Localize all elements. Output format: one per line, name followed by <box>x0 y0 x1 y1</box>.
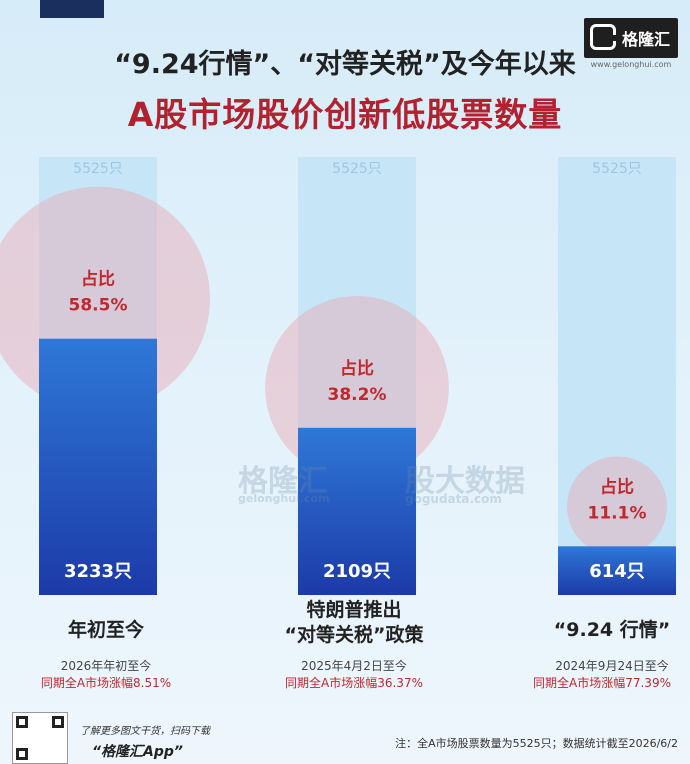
top-accent-bar <box>40 0 104 18</box>
total-label-3: 5525只 <box>592 161 642 177</box>
chart-title-line1: “9.24行情”、“对等关税”及今年以来 <box>114 49 576 80</box>
gain-label-1: 同期全A市场涨幅8.51% <box>40 676 172 690</box>
watermark-brand-url: gelonghui.com <box>238 492 330 505</box>
bar-3 <box>558 546 676 595</box>
category-label-3: “9.24 行情” <box>553 619 671 641</box>
data-note: 注：全A市场股票数量为5525只；数据统计截至2026/6/2 <box>395 737 678 750</box>
share-value-1: 58.5% <box>69 296 128 316</box>
watermark-data-brand: 股大数据 <box>405 464 525 499</box>
brand-logo: 格隆汇 <box>584 18 678 58</box>
share-value-2: 38.2% <box>328 385 387 405</box>
logo-text: 格隆汇 <box>622 30 671 49</box>
bar-2 <box>298 427 416 595</box>
value-label-2: 2109只 <box>323 561 391 582</box>
promo-app-name: “格隆汇App” <box>92 744 183 760</box>
share-title-3: 占比 <box>600 476 634 497</box>
share-title-2: 占比 <box>340 358 374 379</box>
value-label-1: 3233只 <box>64 561 132 582</box>
bar-1 <box>39 338 157 595</box>
bar-track-3 <box>558 157 676 595</box>
period-label-1: 2026年年初至今 <box>60 659 152 673</box>
total-label-1: 5525只 <box>73 161 123 177</box>
qr-code <box>12 712 68 764</box>
period-label-3: 2024年9月24日至今 <box>555 659 669 673</box>
period-label-2: 2025年4月2日至今 <box>301 659 407 673</box>
gain-label-2: 同期全A市场涨幅36.37% <box>285 676 423 690</box>
value-label-3: 614只 <box>589 561 645 582</box>
promo-text: 了解更多图文干货，扫码下载 <box>80 726 210 737</box>
gain-label-3: 同期全A市场涨幅77.39% <box>533 676 671 690</box>
watermark-brand: 格隆汇 <box>238 464 328 499</box>
share-value-3: 11.1% <box>588 503 647 523</box>
category-label-1: 年初至今 <box>67 619 144 641</box>
watermark-data-url: gogudata.com <box>405 492 502 506</box>
share-circle-3 <box>567 456 667 557</box>
logo-g-icon <box>590 24 616 50</box>
share-title-1: 占比 <box>81 269 115 290</box>
logo-url: www.gelonghui.com <box>590 60 672 69</box>
category-label-2: 特朗普推出 “对等关税”政策 <box>284 599 424 646</box>
chart-title-line2: A股市场股价创新低股票数量 <box>127 95 563 134</box>
total-label-2: 5525只 <box>332 161 382 177</box>
